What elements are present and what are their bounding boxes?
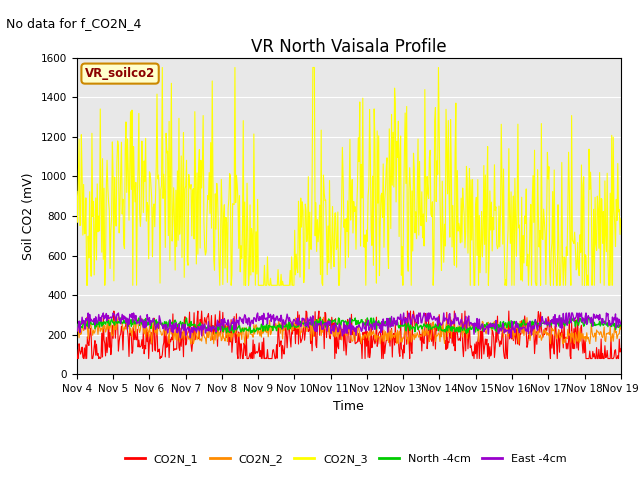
Text: VR_soilco2: VR_soilco2 <box>85 67 156 80</box>
X-axis label: Time: Time <box>333 400 364 413</box>
Y-axis label: Soil CO2 (mV): Soil CO2 (mV) <box>22 172 35 260</box>
Title: VR North Vaisala Profile: VR North Vaisala Profile <box>251 38 447 56</box>
Text: No data for f_CO2N_4: No data for f_CO2N_4 <box>6 17 142 30</box>
Legend: CO2N_1, CO2N_2, CO2N_3, North -4cm, East -4cm: CO2N_1, CO2N_2, CO2N_3, North -4cm, East… <box>120 450 571 469</box>
